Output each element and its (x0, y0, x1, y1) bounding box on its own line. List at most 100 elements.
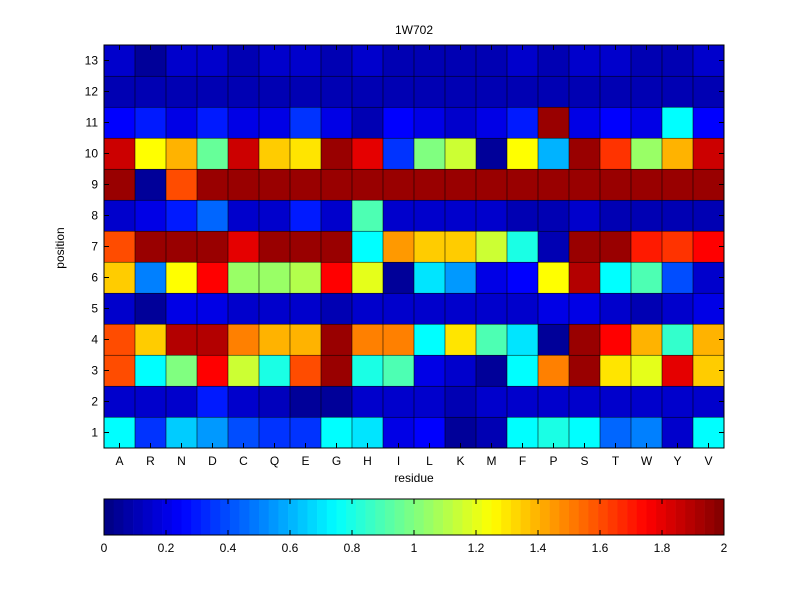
colorbar-segment (636, 499, 647, 535)
colorbar-tick-label: 1.4 (530, 541, 547, 555)
heatmap-cell (227, 168, 260, 201)
heatmap-cell (258, 106, 291, 139)
heatmap-cell (320, 230, 353, 263)
heatmap-cell (413, 168, 446, 201)
heatmap-cell (630, 44, 663, 77)
heatmap-cell (196, 354, 229, 387)
heatmap-cell (103, 385, 136, 418)
heatmap-cell (165, 261, 198, 294)
colorbar-segment (423, 499, 434, 535)
heatmap-cell (475, 261, 508, 294)
heatmap-cell (537, 261, 570, 294)
heatmap-cell (196, 75, 229, 108)
heatmap-cell (537, 385, 570, 418)
heatmap-cell (289, 385, 322, 418)
heatmap-cell (475, 44, 508, 77)
colorbar-segment (685, 499, 696, 535)
y-tick-label: 4 (91, 333, 98, 347)
heatmap-cell (568, 44, 601, 77)
colorbar-segment (336, 499, 347, 535)
colorbar-segment (588, 499, 599, 535)
colorbar-segment (539, 499, 550, 535)
heatmap-cell (661, 354, 694, 387)
heatmap-cell (165, 354, 198, 387)
heatmap-cell (103, 261, 136, 294)
heatmap-cell (289, 75, 322, 108)
heatmap-cell (351, 385, 384, 418)
y-tick-label: 6 (91, 271, 98, 285)
heatmap-cell (227, 230, 260, 263)
y-tick-label: 8 (91, 209, 98, 223)
heatmap-cell (444, 75, 477, 108)
colorbar-tick-label: 1 (411, 541, 418, 555)
colorbar-segment (297, 499, 308, 535)
colorbar-segment (123, 499, 134, 535)
x-tick-label: T (612, 454, 620, 468)
heatmap-cell (599, 75, 632, 108)
colorbar-segment (530, 499, 541, 535)
colorbar-segment (675, 499, 686, 535)
heatmap-cell (258, 354, 291, 387)
heatmap-cell (537, 44, 570, 77)
heatmap-cell (351, 137, 384, 170)
heatmap-cell (289, 261, 322, 294)
heatmap-cell (537, 75, 570, 108)
heatmap-cell (630, 261, 663, 294)
heatmap-cell (475, 137, 508, 170)
x-tick-label: N (177, 454, 186, 468)
heatmap-cell (196, 137, 229, 170)
heatmap-cell (382, 137, 415, 170)
heatmap-cell (196, 230, 229, 263)
heatmap-cell (599, 292, 632, 325)
heatmap-cells (103, 44, 725, 449)
colorbar-segment (152, 499, 163, 535)
heatmap-cell (227, 44, 260, 77)
x-tick-label: G (332, 454, 341, 468)
heatmap-cell (630, 323, 663, 356)
heatmap-cell (227, 75, 260, 108)
heatmap-cell (227, 323, 260, 356)
colorbar-segment (549, 499, 560, 535)
colorbar-segment (510, 499, 521, 535)
y-tick-label: 9 (91, 178, 98, 192)
heatmap-cell (661, 230, 694, 263)
heatmap-cell (289, 106, 322, 139)
heatmap-cell (444, 168, 477, 201)
y-tick-label: 7 (91, 240, 98, 254)
heatmap-cell (506, 75, 539, 108)
heatmap-cell (320, 354, 353, 387)
heatmap-cell (196, 261, 229, 294)
x-tick-label: L (426, 454, 433, 468)
colorbar-segment (627, 499, 638, 535)
colorbar-segment (569, 499, 579, 535)
colorbar-segment (326, 499, 337, 535)
heatmap-cell (103, 354, 136, 387)
y-tick-label: 5 (91, 302, 98, 316)
x-tick-label: I (397, 454, 400, 468)
colorbar-segment (607, 499, 618, 535)
heatmap-cell (320, 168, 353, 201)
heatmap-cell (196, 106, 229, 139)
x-tick-label: F (519, 454, 526, 468)
heatmap-cell (413, 385, 446, 418)
heatmap-cell (661, 106, 694, 139)
heatmap-cell (661, 137, 694, 170)
heatmap-cell (599, 199, 632, 232)
heatmap-cell (444, 292, 477, 325)
heatmap-cell (134, 354, 167, 387)
colorbar-segment (472, 499, 483, 535)
heatmap-cell (537, 354, 570, 387)
heatmap-cell (599, 230, 632, 263)
colorbar-segment (200, 499, 211, 535)
heatmap-cell (506, 323, 539, 356)
heatmap-cell (599, 106, 632, 139)
colorbar-segment (162, 499, 173, 535)
heatmap-cell (537, 230, 570, 263)
heatmap-cell (568, 137, 601, 170)
heatmap-cell (599, 261, 632, 294)
y-tick-label: 2 (91, 395, 98, 409)
heatmap-cell (289, 44, 322, 77)
heatmap-cell (506, 106, 539, 139)
colorbar-segment (462, 499, 473, 535)
colorbar-segment (481, 499, 492, 535)
